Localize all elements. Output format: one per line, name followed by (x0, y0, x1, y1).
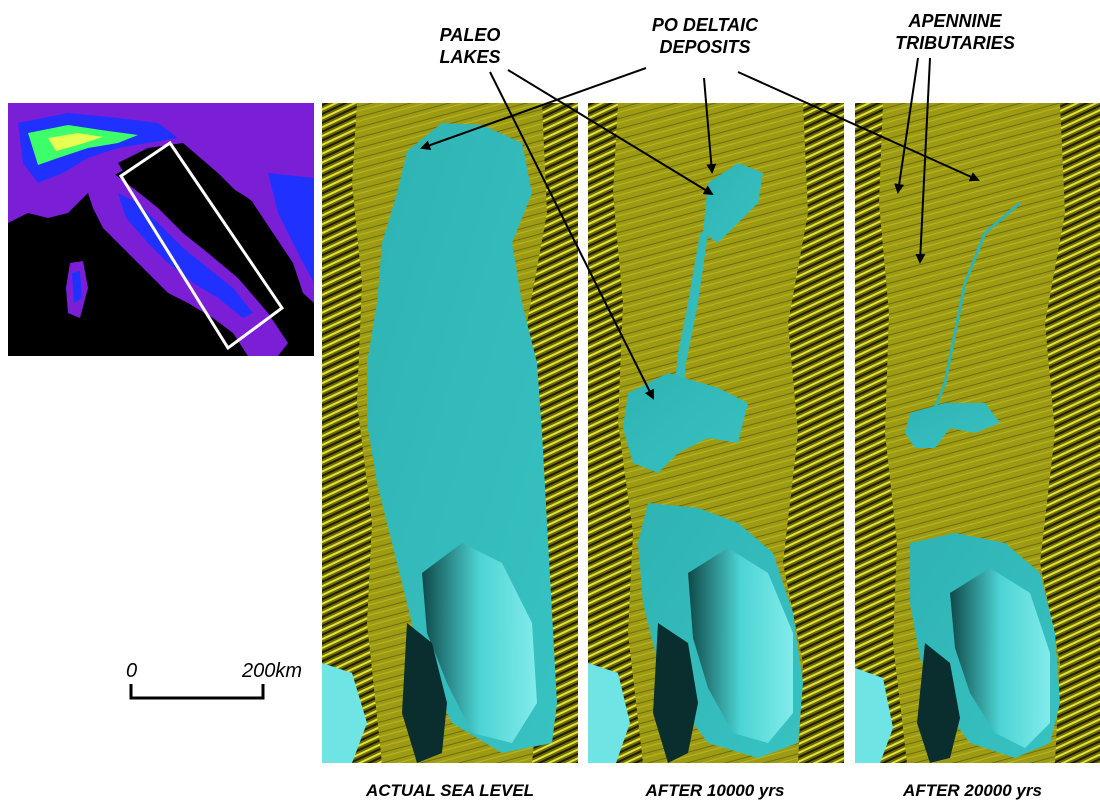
arrow-apennine-1 (894, 57, 919, 194)
scale-start-label: 0 (126, 660, 138, 682)
apennine-tributaries-label: APENNINE TRIBUTARIES (895, 11, 1015, 53)
italy-inset-map (8, 103, 314, 356)
po-deltaic-deposits-label: PO DELTAIC DEPOSITS (651, 15, 759, 57)
arrow-po-deltaic-actual (420, 67, 647, 151)
panel-after-20000-yrs (855, 103, 1100, 763)
caption-after-20000-yrs: AFTER 20000 yrs (903, 781, 1042, 800)
paleo-lakes-label: PALEO LAKES (439, 25, 501, 67)
arrow-po-deltaic-20000 (737, 71, 980, 182)
panel-after-10000-yrs (588, 103, 844, 763)
scale-bar (129, 684, 265, 700)
panel-actual-sea-level (322, 103, 578, 763)
scale-end-label: 200km (242, 660, 303, 682)
arrow-paleo-lakes-10000 (489, 71, 654, 400)
arrow-paleo-lakes-deltaic (507, 69, 714, 196)
caption-actual-sea-level: ACTUAL SEA LEVEL (365, 781, 535, 800)
arrow-po-deltaic-10000 (703, 77, 717, 174)
caption-after-10000-yrs: AFTER 10000 yrs (645, 781, 785, 800)
arrow-apennine-2 (915, 57, 931, 264)
